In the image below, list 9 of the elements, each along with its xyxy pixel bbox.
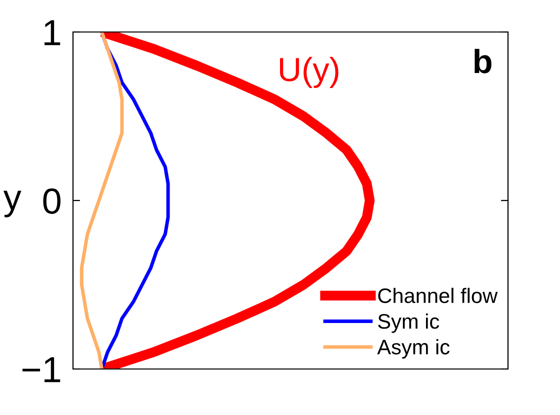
legend-label: Sym ic <box>378 313 440 333</box>
y-axis-title: y <box>3 190 22 218</box>
legend-label: Channel flow <box>378 288 498 304</box>
annotation: U(y) <box>280 56 338 88</box>
text: b <box>474 48 492 74</box>
y-tick-label: 1 <box>44 20 60 46</box>
legend-label: Asym ic <box>377 339 450 359</box>
y-tick-label: 0 <box>43 188 60 214</box>
y-tick-label: −1 <box>22 357 60 382</box>
